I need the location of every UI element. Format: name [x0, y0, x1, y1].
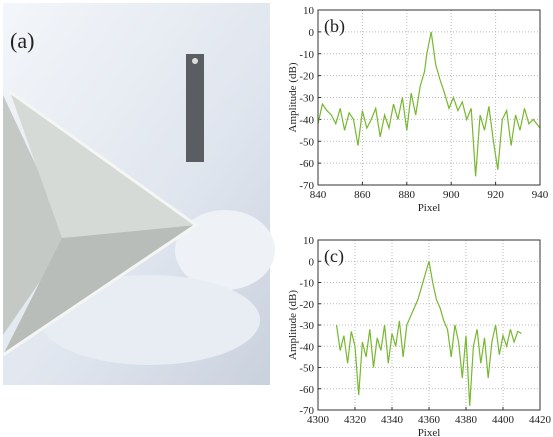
x-tick-label: 4300 [307, 414, 330, 426]
y-tick-label: -40 [299, 341, 314, 353]
y-tick-label: -30 [299, 93, 314, 105]
x-tick-label: 4380 [455, 414, 478, 426]
ruler-hole [192, 58, 198, 64]
y-tick-label: -20 [299, 299, 314, 311]
x-tick-label: 4320 [344, 414, 367, 426]
y-tick-label: -20 [299, 71, 314, 83]
panel-label: (a) [10, 28, 34, 53]
y-axis-label: Amplitude (dB) [287, 62, 299, 132]
y-tick-label: -50 [299, 363, 314, 375]
x-tick-label: 920 [487, 189, 504, 201]
y-tick-label: 0 [309, 256, 315, 268]
x-tick-label: 900 [443, 189, 460, 201]
figure-canvas: (a) 100-10-20-30-40-50-60-70840860880900… [0, 0, 553, 437]
y-tick-label: -10 [299, 278, 314, 290]
x-tick-label: 4420 [529, 414, 552, 426]
y-tick-label: -50 [299, 136, 314, 148]
y-tick-label: -40 [299, 114, 314, 126]
photo: (a) [3, 3, 275, 385]
x-tick-label: 4400 [492, 414, 515, 426]
ruler [186, 54, 204, 162]
y-tick-label: -10 [299, 49, 314, 61]
x-tick-label: 860 [354, 189, 371, 201]
x-tick-label: 880 [399, 189, 416, 201]
y-tick-label: -30 [299, 320, 314, 332]
figure: (a) 100-10-20-30-40-50-60-70840860880900… [0, 0, 553, 437]
x-tick-label: 940 [532, 189, 549, 201]
y-tick-label: -60 [299, 158, 314, 170]
y-tick-label: 10 [303, 235, 315, 247]
y-tick-label: 0 [309, 27, 315, 39]
x-tick-label: 840 [310, 189, 327, 201]
panel-label: (c) [324, 246, 344, 267]
x-tick-label: 4360 [418, 414, 441, 426]
x-axis-label: Pixel [418, 427, 441, 437]
y-tick-label: -60 [299, 384, 314, 396]
x-tick-label: 4340 [381, 414, 404, 426]
y-tick-label: 10 [303, 5, 315, 17]
panel-label: (b) [324, 16, 345, 37]
x-axis-label: Pixel [418, 202, 441, 214]
y-axis-label: Amplitude (dB) [287, 290, 299, 360]
